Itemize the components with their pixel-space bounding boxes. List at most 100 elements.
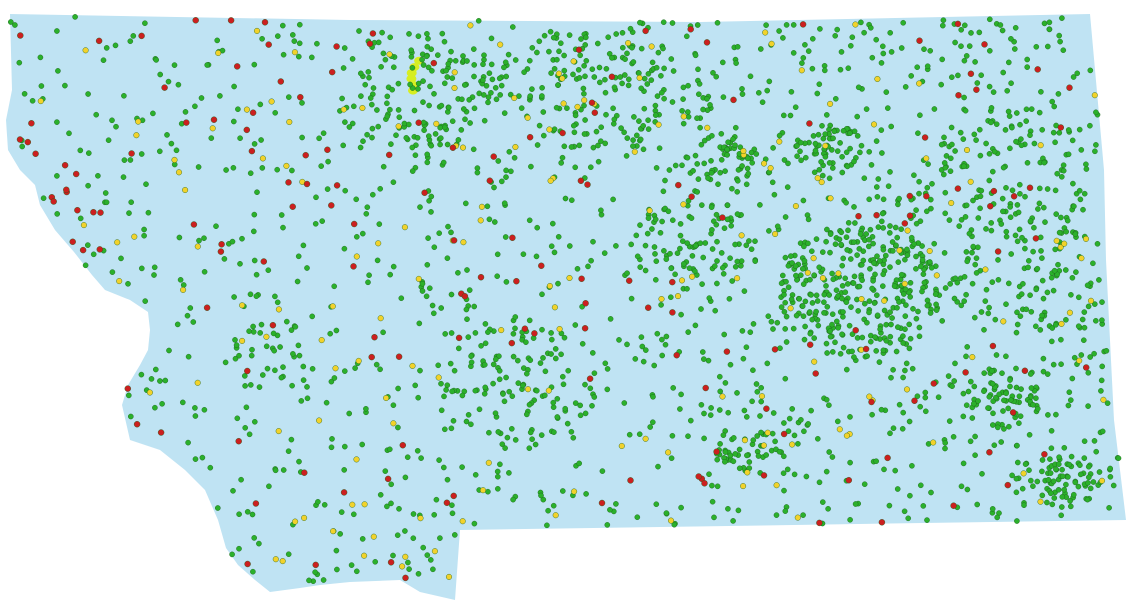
green-point bbox=[485, 99, 491, 106]
green-point bbox=[709, 482, 715, 489]
green-point bbox=[685, 329, 692, 335]
green-point bbox=[766, 228, 772, 234]
yellow-point bbox=[773, 482, 780, 489]
green-point bbox=[847, 145, 853, 152]
green-point bbox=[701, 160, 708, 167]
green-point bbox=[334, 566, 340, 573]
green-point bbox=[873, 348, 880, 354]
red-point bbox=[244, 560, 251, 568]
green-point bbox=[472, 471, 479, 478]
green-point bbox=[85, 182, 91, 189]
green-point bbox=[462, 200, 469, 207]
green-point bbox=[508, 425, 515, 432]
green-point bbox=[883, 321, 890, 328]
red-point bbox=[461, 293, 469, 300]
green-point bbox=[874, 253, 880, 260]
green-point bbox=[902, 313, 909, 319]
green-point bbox=[722, 458, 728, 465]
green-point bbox=[940, 17, 947, 24]
green-point bbox=[611, 84, 618, 91]
green-point bbox=[689, 253, 696, 259]
green-point bbox=[285, 448, 292, 455]
red-point bbox=[244, 367, 251, 375]
green-point bbox=[894, 234, 901, 241]
green-point bbox=[1024, 56, 1030, 63]
green-point bbox=[576, 142, 583, 149]
yellow-point bbox=[1091, 92, 1098, 99]
green-point bbox=[1071, 491, 1077, 498]
red-point bbox=[17, 32, 24, 39]
green-point bbox=[1014, 321, 1021, 328]
green-point bbox=[450, 417, 457, 424]
yellow-point bbox=[948, 199, 955, 206]
green-point bbox=[826, 175, 833, 182]
green-point bbox=[529, 45, 536, 51]
green-point bbox=[515, 357, 521, 364]
green-point bbox=[913, 315, 920, 322]
green-point bbox=[789, 260, 795, 266]
green-point bbox=[497, 461, 503, 468]
green-point bbox=[505, 51, 512, 58]
green-point bbox=[765, 313, 772, 320]
green-point-layer bbox=[8, 14, 1122, 585]
green-point bbox=[788, 296, 795, 303]
green-point bbox=[387, 34, 394, 41]
yellow-point bbox=[881, 297, 888, 304]
green-point bbox=[157, 71, 163, 78]
green-point bbox=[763, 22, 769, 28]
green-point bbox=[148, 376, 155, 382]
green-point bbox=[909, 365, 916, 372]
green-point bbox=[802, 42, 808, 48]
green-point bbox=[634, 253, 641, 260]
green-point bbox=[712, 263, 718, 269]
green-point bbox=[874, 184, 880, 190]
yellow-point bbox=[631, 148, 638, 155]
green-point bbox=[962, 22, 968, 29]
green-point bbox=[607, 316, 614, 322]
green-point bbox=[902, 84, 909, 90]
green-point bbox=[602, 89, 609, 96]
green-point bbox=[983, 286, 990, 293]
green-point bbox=[366, 272, 372, 279]
green-point bbox=[576, 460, 583, 467]
green-point bbox=[448, 48, 454, 55]
red-point bbox=[265, 41, 272, 48]
green-point bbox=[571, 129, 578, 136]
green-point bbox=[881, 466, 887, 473]
green-point bbox=[359, 536, 366, 542]
green-point bbox=[638, 334, 645, 340]
green-point bbox=[972, 261, 979, 268]
green-point bbox=[411, 107, 418, 114]
green-point bbox=[876, 258, 883, 264]
yellow-point bbox=[556, 326, 563, 333]
green-point bbox=[770, 145, 776, 151]
red-point bbox=[183, 119, 190, 126]
green-point bbox=[868, 162, 875, 168]
red-point bbox=[97, 209, 104, 216]
green-point bbox=[963, 402, 970, 409]
green-point bbox=[577, 52, 584, 59]
green-point bbox=[433, 496, 440, 503]
yellow-point bbox=[547, 177, 554, 184]
green-point bbox=[548, 330, 554, 336]
green-point bbox=[713, 73, 720, 80]
green-point bbox=[659, 352, 666, 359]
green-point bbox=[913, 220, 920, 227]
green-point bbox=[512, 57, 519, 63]
green-point bbox=[444, 141, 451, 148]
green-point bbox=[1014, 518, 1020, 524]
green-point bbox=[880, 283, 886, 289]
green-point bbox=[861, 29, 867, 36]
yellow-point bbox=[655, 121, 662, 128]
green-point bbox=[1038, 89, 1044, 95]
red-point bbox=[930, 380, 937, 387]
red-point bbox=[28, 120, 35, 127]
yellow-point bbox=[259, 155, 266, 162]
green-point bbox=[238, 476, 244, 483]
green-point bbox=[914, 64, 921, 70]
yellow-point bbox=[133, 132, 140, 139]
green-point bbox=[55, 68, 61, 74]
green-point bbox=[150, 110, 156, 117]
red-point bbox=[868, 398, 875, 406]
green-point bbox=[885, 105, 891, 111]
